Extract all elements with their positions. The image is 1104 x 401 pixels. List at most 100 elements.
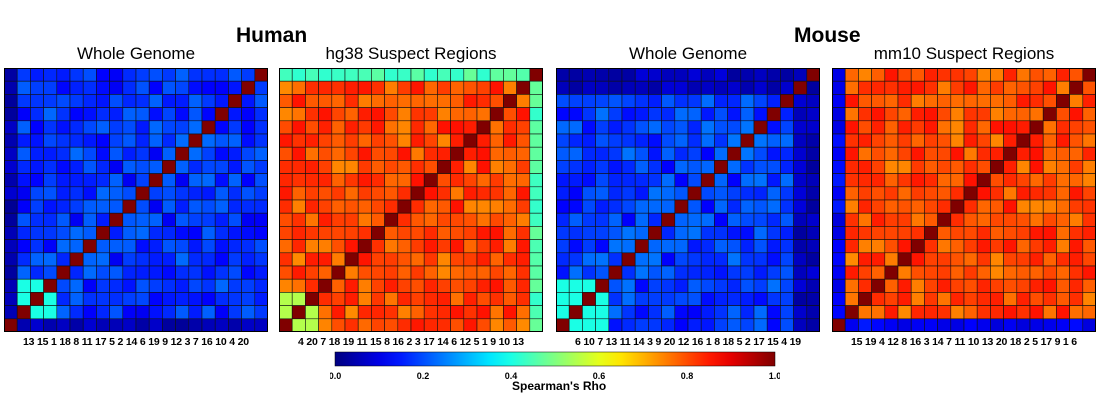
heatmap-cell [529,292,543,306]
heatmap-cell [43,160,58,174]
human-group-title: Human [236,24,308,47]
heatmap-cell [806,199,820,214]
heatmap-cell [503,239,517,254]
heatmap-cell [950,173,965,188]
heatmap-cell [608,199,623,214]
heatmap-cell [4,265,18,280]
heatmap-cell [634,199,649,214]
heatmap-cell [122,173,137,188]
heatmap-cell [740,120,755,135]
heatmap-cell [175,239,190,254]
heatmap-cell [162,133,176,148]
heatmap-cell [1016,94,1031,108]
heatmap-cell [476,292,491,306]
heatmap-cell [910,226,925,240]
heatmap-cell [188,133,203,148]
heatmap-cell [976,173,991,188]
heatmap-cell [175,305,190,320]
heatmap-cell [30,292,44,306]
heatmap-cell [188,160,203,174]
heatmap-cell [832,133,846,148]
heatmap-cell [437,107,451,122]
heatmap-cell [950,212,965,227]
heatmap-cell [450,133,465,148]
heatmap-cell [871,107,886,122]
heatmap-cell [397,318,412,332]
heatmap-cell [331,80,346,95]
heatmap-cell [806,146,820,161]
heatmap-cell [1029,94,1044,108]
heatmap-cell [740,199,755,214]
heatmap-cell [858,68,872,82]
heatmap-cell [397,173,412,188]
heatmap-cell [109,239,124,254]
heatmap-cell [291,146,306,161]
colorbar-tick-label: 1.0 [769,371,780,380]
heatmap-cell [16,292,31,306]
heatmap-cell [148,186,163,201]
heatmap-cell [963,120,978,135]
heatmap-cell [463,80,478,95]
heatmap-cell [201,120,216,135]
heatmap-cell [489,160,504,174]
heatmap-cell [871,68,886,82]
heatmap-cell [279,68,293,82]
heatmap-cell [516,107,531,122]
heatmap-cell [924,107,938,122]
heatmap-cell [516,305,531,320]
heatmap-cell [582,305,596,320]
heatmap-cell [175,173,190,188]
heatmap-cell [687,226,702,240]
heatmap-cell [621,186,636,201]
heatmap-cell [175,120,190,135]
heatmap-cell [1016,212,1031,227]
heatmap-cell [16,265,31,280]
heatmap-cell [634,239,649,254]
heatmap-cell [1003,146,1018,161]
heatmap-cell [793,160,808,174]
heatmap-cell [56,278,71,293]
heatmap-cell [556,146,570,161]
heatmap-cell [69,199,84,214]
heatmap-cell [30,146,44,161]
heatmap-cell [201,278,216,293]
heatmap-cell [410,252,425,267]
heatmap-cell [357,173,372,188]
heatmap-cell [175,212,190,227]
heatmap-cell [648,239,662,254]
heatmap-cell [582,107,596,122]
heatmap-cell [700,239,715,254]
heatmap-cell [69,318,84,332]
heatmap-cell [674,212,689,227]
heatmap-cell [43,146,58,161]
heatmap-cell [489,239,504,254]
heatmap-cell [516,133,531,148]
heatmap-cell [753,305,768,320]
heatmap-cell [937,186,952,201]
heatmap-cell [489,292,504,306]
heatmap-cell [1056,107,1070,122]
heatmap-cell [793,80,808,95]
heatmap-cell [344,252,359,267]
heatmap-cell [595,107,610,122]
heatmap-cell [1069,305,1084,320]
heatmap-cell [450,173,465,188]
heatmap-cell [1082,120,1096,135]
heatmap-cell [780,305,794,320]
heatmap-cell [727,173,742,188]
heatmap-cell [621,120,636,135]
heatmap-cell [648,292,662,306]
heatmap-cell [476,94,491,108]
heatmap-cell [148,133,163,148]
heatmap-cell [568,160,583,174]
heatmap-cell [1042,292,1057,306]
heatmap-cell [897,107,912,122]
heatmap-cell [397,292,412,306]
heatmap-cell [674,292,689,306]
heatmap-cell [910,186,925,201]
heatmap-cell [135,292,150,306]
heatmap-cell [384,226,399,240]
heatmap-cell [463,212,478,227]
heatmap-cell [410,173,425,188]
heatmap-cell [450,278,465,293]
